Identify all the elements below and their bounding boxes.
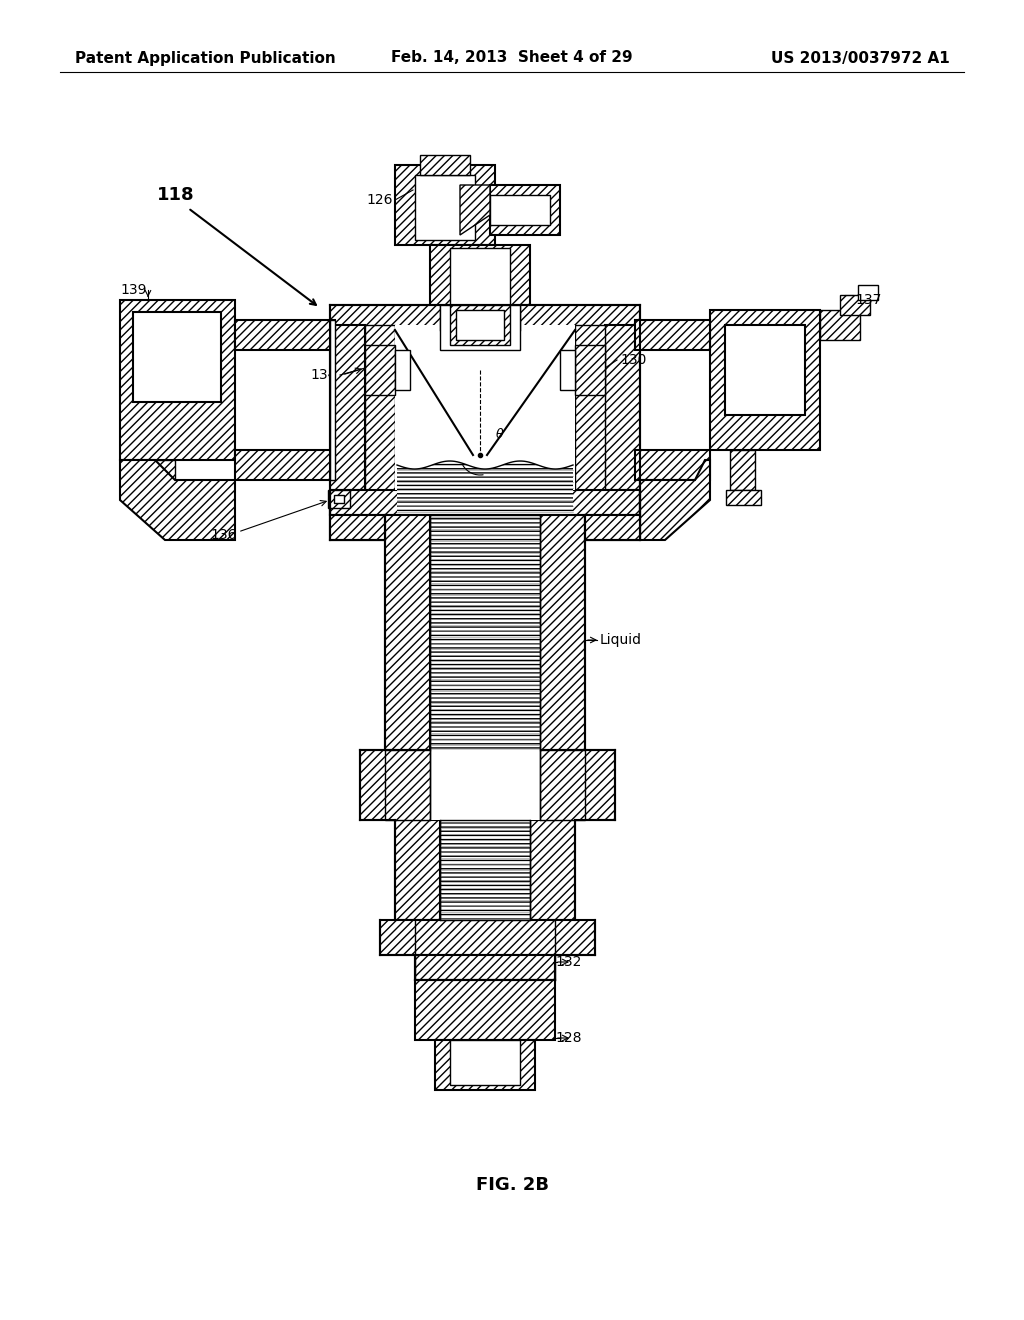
- Polygon shape: [730, 450, 755, 490]
- Polygon shape: [415, 979, 555, 1040]
- Polygon shape: [440, 305, 520, 350]
- Text: θ: θ: [496, 429, 504, 441]
- Text: Feb. 14, 2013  Sheet 4 of 29: Feb. 14, 2013 Sheet 4 of 29: [391, 50, 633, 66]
- Text: 132: 132: [555, 954, 582, 969]
- Polygon shape: [365, 325, 395, 490]
- Polygon shape: [635, 319, 710, 350]
- Polygon shape: [234, 319, 335, 350]
- Polygon shape: [540, 515, 585, 750]
- Polygon shape: [575, 325, 605, 490]
- Polygon shape: [330, 515, 385, 540]
- Text: 136: 136: [210, 528, 237, 543]
- Polygon shape: [360, 750, 615, 820]
- Polygon shape: [328, 490, 350, 508]
- Polygon shape: [385, 750, 430, 820]
- Polygon shape: [726, 490, 761, 506]
- Polygon shape: [450, 305, 510, 345]
- Polygon shape: [435, 1040, 535, 1090]
- Polygon shape: [365, 345, 395, 395]
- Text: 134: 134: [310, 368, 336, 381]
- Polygon shape: [575, 345, 605, 395]
- Polygon shape: [334, 495, 344, 503]
- Polygon shape: [395, 165, 495, 246]
- Polygon shape: [234, 450, 335, 480]
- Polygon shape: [395, 325, 575, 490]
- Polygon shape: [330, 490, 640, 515]
- Text: 130: 130: [620, 352, 646, 367]
- Polygon shape: [456, 310, 504, 341]
- Polygon shape: [490, 185, 560, 235]
- Polygon shape: [120, 459, 234, 540]
- Polygon shape: [440, 820, 530, 920]
- Polygon shape: [840, 294, 870, 315]
- Text: US 2013/0037972 A1: US 2013/0037972 A1: [771, 50, 950, 66]
- Text: 137: 137: [855, 293, 882, 308]
- Polygon shape: [440, 305, 520, 330]
- Text: 118: 118: [157, 186, 195, 205]
- Polygon shape: [460, 185, 490, 235]
- Polygon shape: [430, 515, 540, 750]
- Polygon shape: [415, 954, 555, 979]
- Polygon shape: [585, 490, 640, 540]
- Polygon shape: [820, 310, 860, 341]
- Polygon shape: [450, 248, 510, 308]
- Polygon shape: [540, 750, 585, 820]
- Polygon shape: [430, 490, 540, 515]
- Polygon shape: [450, 1040, 520, 1085]
- Polygon shape: [710, 310, 820, 450]
- Polygon shape: [330, 325, 365, 490]
- Polygon shape: [585, 515, 640, 540]
- Text: Patent Application Publication: Patent Application Publication: [75, 50, 336, 66]
- Polygon shape: [395, 350, 410, 389]
- Polygon shape: [430, 750, 540, 820]
- Polygon shape: [415, 176, 475, 240]
- Polygon shape: [605, 325, 640, 490]
- Text: FIG. 2B: FIG. 2B: [475, 1176, 549, 1195]
- Polygon shape: [490, 195, 550, 224]
- Polygon shape: [145, 490, 180, 506]
- Text: 128: 128: [555, 1031, 582, 1045]
- Polygon shape: [397, 461, 573, 515]
- Polygon shape: [725, 325, 805, 414]
- Polygon shape: [330, 319, 335, 480]
- Polygon shape: [430, 750, 540, 820]
- Polygon shape: [120, 300, 234, 459]
- Polygon shape: [858, 285, 878, 300]
- Polygon shape: [395, 820, 440, 920]
- Polygon shape: [530, 820, 575, 920]
- Text: 126: 126: [367, 193, 393, 207]
- Polygon shape: [640, 459, 710, 540]
- Polygon shape: [133, 312, 221, 403]
- Polygon shape: [150, 459, 175, 490]
- Polygon shape: [560, 350, 575, 389]
- Polygon shape: [430, 246, 530, 310]
- Text: Liquid: Liquid: [600, 634, 642, 647]
- Polygon shape: [330, 305, 640, 330]
- Polygon shape: [330, 490, 385, 540]
- Polygon shape: [385, 515, 430, 750]
- Circle shape: [144, 325, 210, 391]
- Polygon shape: [420, 154, 470, 176]
- Text: 139: 139: [120, 282, 146, 297]
- Polygon shape: [635, 450, 710, 480]
- Polygon shape: [380, 920, 595, 954]
